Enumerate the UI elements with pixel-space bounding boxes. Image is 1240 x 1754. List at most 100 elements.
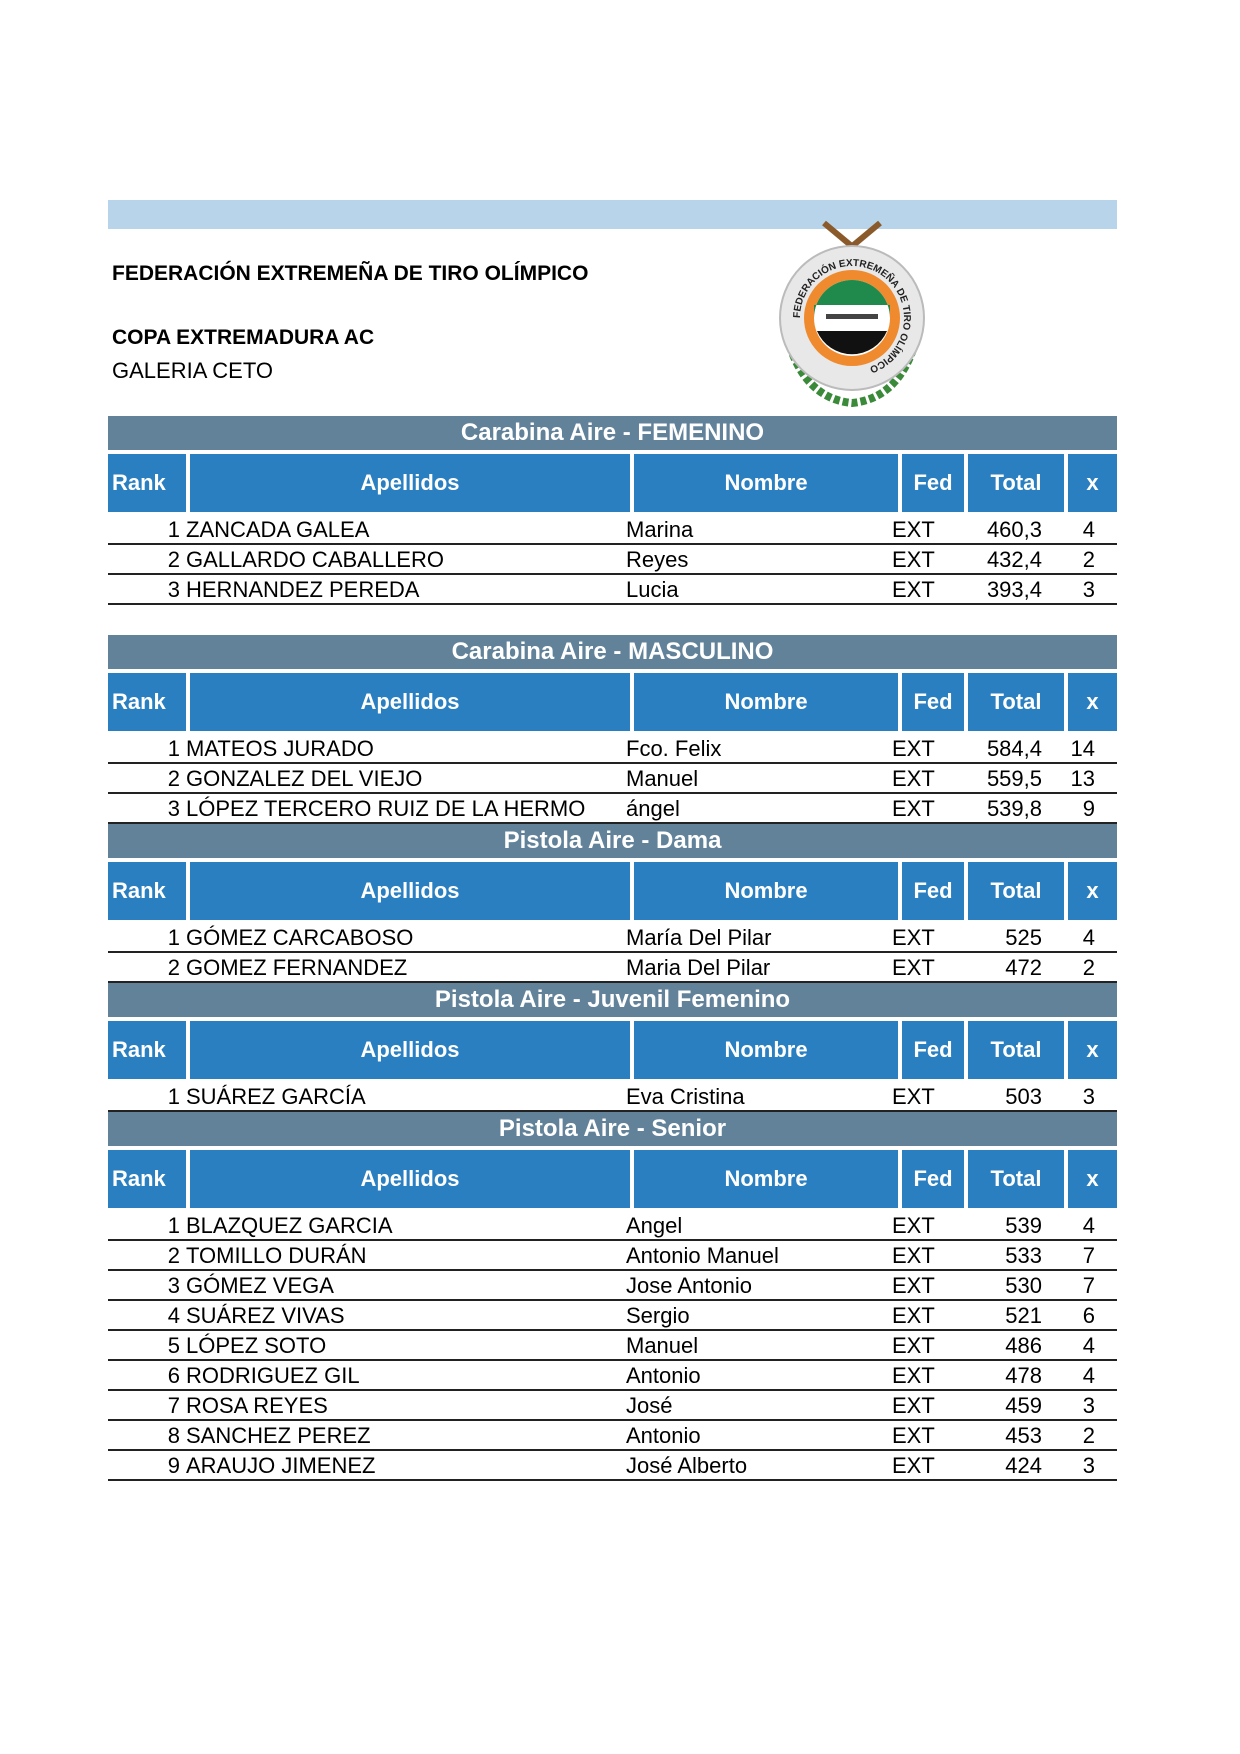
cell-apellidos: LÓPEZ SOTO bbox=[186, 1333, 327, 1358]
cell-rank: 4 bbox=[167, 1303, 180, 1328]
cell-rank: 1 bbox=[167, 736, 180, 761]
cell-apellidos: ARAUJO JIMENEZ bbox=[186, 1453, 376, 1478]
cell-total: 530 bbox=[1005, 1273, 1042, 1298]
column-header-fed: Fed bbox=[902, 1150, 964, 1208]
cell-x: 9 bbox=[1082, 796, 1095, 821]
cell-x: 7 bbox=[1082, 1273, 1095, 1298]
cell-rank: 2 bbox=[167, 547, 180, 572]
cell-rank: 1 bbox=[167, 1084, 180, 1109]
column-header-x: x bbox=[1068, 1150, 1117, 1208]
column-header-fed: Fed bbox=[902, 1021, 964, 1079]
cell-total: 424 bbox=[1005, 1453, 1042, 1478]
column-header-row: Rank Apellidos Nombre Fed Total x bbox=[108, 454, 1117, 512]
event-title: COPA EXTREMADURA AC bbox=[112, 326, 375, 349]
cell-nombre: ángel bbox=[626, 796, 680, 821]
table-row: 2 GONZALEZ DEL VIEJO Manuel EXT 559,5 13 bbox=[108, 764, 1117, 794]
cell-nombre: Antonio Manuel bbox=[626, 1243, 779, 1268]
cell-x: 4 bbox=[1082, 517, 1095, 542]
column-header-nombre: Nombre bbox=[634, 862, 898, 920]
cell-total: 486 bbox=[1005, 1333, 1042, 1358]
cell-apellidos: GÓMEZ VEGA bbox=[186, 1273, 334, 1298]
table-row: 8 SANCHEZ PEREZ Antonio EXT 453 2 bbox=[108, 1421, 1117, 1451]
cell-apellidos: SUÁREZ VIVAS bbox=[186, 1303, 345, 1328]
cell-fed: EXT bbox=[892, 1273, 935, 1298]
cell-x: 4 bbox=[1082, 925, 1095, 950]
cell-total: 432,4 bbox=[986, 547, 1042, 572]
table-row: 2 GOMEZ FERNANDEZ Maria Del Pilar EXT 472 2 bbox=[108, 953, 1117, 983]
column-header-total: Total bbox=[968, 454, 1064, 512]
cell-rank: 1 bbox=[167, 925, 180, 950]
cell-x: 2 bbox=[1082, 547, 1095, 572]
column-header-fed: Fed bbox=[902, 673, 964, 731]
cell-x: 6 bbox=[1082, 1303, 1095, 1328]
column-header-rank: Rank bbox=[108, 673, 186, 731]
cell-x: 4 bbox=[1082, 1333, 1095, 1358]
cell-total: 539,8 bbox=[986, 796, 1042, 821]
organization-title: FEDERACIÓN EXTREMEÑA DE TIRO OLÍMPICO bbox=[112, 262, 589, 285]
cell-rank: 9 bbox=[167, 1453, 180, 1478]
cell-apellidos: GONZALEZ DEL VIEJO bbox=[186, 766, 423, 791]
cell-fed: EXT bbox=[892, 1303, 935, 1328]
table-row: 3 LÓPEZ TERCERO RUIZ DE LA HERMO ángel EXT 5… bbox=[108, 794, 1117, 824]
column-header-rank: Rank bbox=[108, 1021, 186, 1079]
section-title: Carabina Aire - MASCULINO bbox=[108, 635, 1117, 669]
cell-fed: EXT bbox=[892, 955, 935, 980]
cell-x: 3 bbox=[1082, 1453, 1095, 1478]
column-header-row: Rank Apellidos Nombre Fed Total x bbox=[108, 1150, 1117, 1208]
cell-fed: EXT bbox=[892, 517, 935, 542]
column-header-nombre: Nombre bbox=[634, 1150, 898, 1208]
cell-nombre: Manuel bbox=[626, 766, 699, 791]
cell-total: 478 bbox=[1005, 1363, 1042, 1388]
cell-total: 472 bbox=[1005, 955, 1042, 980]
cell-x: 2 bbox=[1082, 1423, 1095, 1448]
column-header-nombre: Nombre bbox=[634, 454, 898, 512]
cell-rank: 3 bbox=[167, 577, 180, 602]
cell-nombre: Antonio bbox=[626, 1363, 701, 1388]
cell-fed: EXT bbox=[892, 1363, 935, 1388]
column-header-x: x bbox=[1068, 673, 1117, 731]
column-header-apellidos: Apellidos bbox=[190, 454, 630, 512]
cell-nombre: María Del Pilar bbox=[626, 925, 772, 950]
cell-total: 503 bbox=[1005, 1084, 1042, 1109]
top-color-bar bbox=[108, 200, 1117, 229]
cell-rank: 6 bbox=[167, 1363, 180, 1388]
cell-total: 459 bbox=[1005, 1393, 1042, 1418]
column-header-fed: Fed bbox=[902, 862, 964, 920]
cell-total: 453 bbox=[1005, 1423, 1042, 1448]
cell-rank: 2 bbox=[167, 1243, 180, 1268]
cell-fed: EXT bbox=[892, 577, 935, 602]
cell-nombre: Antonio bbox=[626, 1423, 701, 1448]
cell-rank: 8 bbox=[167, 1423, 180, 1448]
column-header-apellidos: Apellidos bbox=[190, 673, 630, 731]
cell-apellidos: GOMEZ FERNANDEZ bbox=[186, 955, 408, 980]
cell-fed: EXT bbox=[892, 1243, 935, 1268]
column-header-total: Total bbox=[968, 1021, 1064, 1079]
cell-rank: 2 bbox=[167, 766, 180, 791]
cell-nombre: Manuel bbox=[626, 1333, 699, 1358]
cell-total: 460,3 bbox=[986, 517, 1042, 542]
cell-fed: EXT bbox=[892, 547, 935, 572]
table-row: 7 ROSA REYES José EXT 459 3 bbox=[108, 1391, 1117, 1421]
table-row: 9 ARAUJO JIMENEZ José Alberto EXT 424 3 bbox=[108, 1451, 1117, 1481]
cell-total: 539 bbox=[1005, 1213, 1042, 1238]
cell-x: 3 bbox=[1082, 1084, 1095, 1109]
cell-x: 2 bbox=[1082, 955, 1095, 980]
cell-fed: EXT bbox=[892, 796, 935, 821]
cell-x: 3 bbox=[1082, 1393, 1095, 1418]
cell-nombre: Maria Del Pilar bbox=[626, 955, 771, 980]
column-header-total: Total bbox=[968, 1150, 1064, 1208]
cell-x: 13 bbox=[1070, 766, 1095, 791]
section-title: Pistola Aire - Juvenil Femenino bbox=[108, 983, 1117, 1017]
table-row: 2 TOMILLO DURÁN Antonio Manuel EXT 533 7 bbox=[108, 1241, 1117, 1271]
table-row: 2 GALLARDO CABALLERO Reyes EXT 432,4 2 bbox=[108, 545, 1117, 575]
column-header-total: Total bbox=[968, 673, 1064, 731]
column-header-total: Total bbox=[968, 862, 1064, 920]
cell-total: 584,4 bbox=[986, 736, 1042, 761]
cell-nombre: Reyes bbox=[626, 547, 689, 572]
cell-apellidos: TOMILLO DURÁN bbox=[186, 1243, 367, 1268]
cell-rank: 3 bbox=[167, 1273, 180, 1298]
cell-x: 4 bbox=[1082, 1213, 1095, 1238]
cell-fed: EXT bbox=[892, 1333, 935, 1358]
cell-apellidos: GALLARDO CABALLERO bbox=[186, 547, 444, 572]
cell-total: 393,4 bbox=[986, 577, 1042, 602]
